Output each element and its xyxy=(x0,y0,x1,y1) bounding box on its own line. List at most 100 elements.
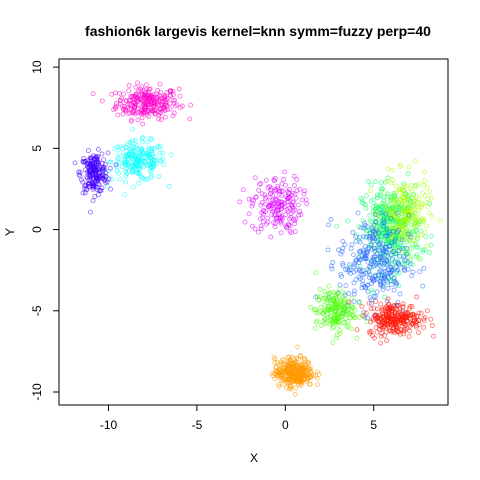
scatter-point xyxy=(115,155,121,161)
scatter-point xyxy=(187,116,193,122)
scatter-point xyxy=(388,197,394,203)
scatter-point xyxy=(157,106,163,112)
scatter-point xyxy=(387,306,393,312)
scatter-point xyxy=(340,263,346,269)
scatter-point xyxy=(424,184,430,190)
scatter-point xyxy=(317,304,323,310)
scatter-point xyxy=(345,318,351,324)
scatter-point xyxy=(381,319,387,325)
scatter-point xyxy=(376,319,382,325)
scatter-point xyxy=(271,212,277,218)
scatter-point xyxy=(96,188,102,193)
scatter-point xyxy=(313,270,319,276)
scatter-point xyxy=(117,176,123,182)
scatter-point xyxy=(416,196,422,201)
scatter-point xyxy=(249,197,255,203)
scatter-point xyxy=(363,285,369,291)
scatter-point xyxy=(370,264,376,270)
scatter-point xyxy=(292,368,298,374)
scatter-point xyxy=(114,168,120,174)
scatter-point xyxy=(86,178,92,183)
scatter-point xyxy=(351,291,357,297)
scatter-point xyxy=(404,245,410,251)
scatter-point xyxy=(399,311,405,317)
scatter-point xyxy=(123,179,128,185)
scatter-point xyxy=(386,309,392,315)
scatter-point xyxy=(294,355,300,361)
scatter-point xyxy=(276,216,282,221)
scatter-point xyxy=(383,249,389,255)
scatter-point xyxy=(272,221,278,226)
scatter-point xyxy=(161,105,167,110)
scatter-point xyxy=(366,233,372,239)
scatter-point xyxy=(316,371,322,377)
scatter-point xyxy=(339,304,345,310)
scatter-point xyxy=(361,253,367,259)
scatter-point xyxy=(407,261,413,267)
scatter-point xyxy=(419,201,425,206)
scatter-point xyxy=(367,212,373,218)
scatter-point xyxy=(357,250,363,256)
scatter-point xyxy=(332,299,338,305)
scatter-point xyxy=(122,153,127,158)
scatter-point xyxy=(420,283,426,289)
scatter-point xyxy=(72,160,78,166)
scatter-point xyxy=(92,194,98,199)
scatter-point xyxy=(367,272,373,278)
scatter-point xyxy=(290,205,296,211)
scatter-point xyxy=(347,311,353,317)
scatter-point xyxy=(297,186,303,192)
scatter-point xyxy=(130,138,135,143)
scatter-point xyxy=(157,81,163,87)
scatter-point xyxy=(334,223,340,229)
scatter-point xyxy=(107,159,113,165)
scatter-point xyxy=(373,294,379,300)
scatter-point xyxy=(317,294,323,300)
scatter-point xyxy=(364,319,370,324)
scatter-point xyxy=(242,219,248,225)
scatter-point xyxy=(147,86,153,92)
scatter-point xyxy=(368,241,374,247)
scatter-point xyxy=(303,371,309,377)
scatter-point xyxy=(149,108,155,114)
scatter-point xyxy=(281,177,287,182)
scatter-point xyxy=(274,207,280,213)
scatter-point xyxy=(364,267,370,273)
scatter-point xyxy=(391,328,397,334)
scatter-point xyxy=(313,294,319,300)
scatter-point xyxy=(139,175,145,181)
scatter-point xyxy=(77,173,83,179)
scatter-point xyxy=(354,327,360,333)
scatter-point xyxy=(396,303,402,309)
scatter-point xyxy=(286,365,292,371)
scatter-point xyxy=(123,166,129,172)
scatter-point xyxy=(397,331,403,337)
scatter-point xyxy=(401,317,407,323)
scatter-point xyxy=(292,221,298,227)
scatter-point xyxy=(80,159,86,164)
scatter-point xyxy=(138,146,144,152)
scatter-point xyxy=(381,218,387,224)
scatter-point xyxy=(86,148,91,154)
scatter-point xyxy=(90,198,96,204)
y-tick-label: -10 xyxy=(30,383,44,401)
scatter-point xyxy=(276,367,282,373)
scatter-point xyxy=(358,225,364,231)
scatter-point xyxy=(94,157,100,163)
scatter-point xyxy=(149,151,155,157)
y-tick-label: 5 xyxy=(30,145,44,152)
scatter-point xyxy=(414,324,419,330)
scatter-point xyxy=(150,150,156,156)
scatter-point xyxy=(357,276,363,282)
scatter-point xyxy=(393,196,399,202)
chart-title: fashion6k largevis kernel=knn symm=fuzzy… xyxy=(85,23,431,39)
scatter-point xyxy=(394,268,400,274)
scatter-point xyxy=(402,268,408,273)
scatter-point xyxy=(401,265,407,270)
scatter-point xyxy=(329,266,335,272)
scatter-point xyxy=(419,232,424,238)
scatter-point xyxy=(93,178,99,184)
scatter-point xyxy=(308,369,314,375)
scatter-point xyxy=(392,309,398,315)
scatter-point xyxy=(258,202,264,208)
